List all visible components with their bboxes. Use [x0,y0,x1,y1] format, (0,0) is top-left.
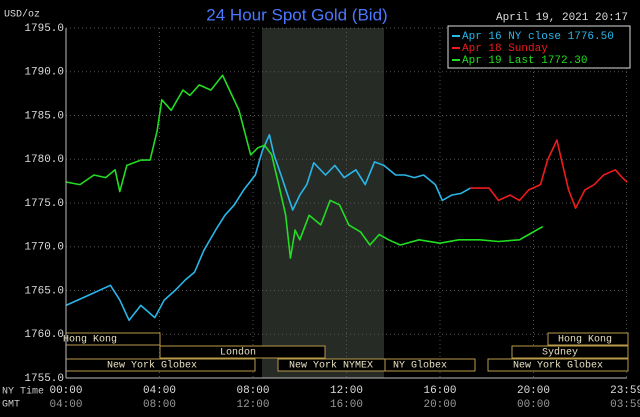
gmt-tick-label: 20:00 [423,399,456,411]
session-bar [547,332,629,346]
legend-label: Apr 18 Sunday [462,43,548,55]
gmt-tick-label: 04:00 [49,399,82,411]
series-line [470,139,628,209]
session-label: Hong Kong [558,335,612,346]
x-tick-label: 08:00 [236,385,269,397]
x-tick-label: 23:59 [610,385,640,397]
session-label: New York Globex [513,360,603,372]
y-tick-label: 1755.0 [24,373,64,385]
session-bar [384,358,476,372]
y-tick-label: 1760.0 [24,329,64,341]
y-tick-label: 1785.0 [24,110,64,122]
x-tick-label: 00:00 [49,385,82,397]
date-label: April 19, 2021 20:17 [496,12,628,24]
session-label: New York NYMEX [289,360,373,372]
y-tick-label: 1765.0 [24,285,64,297]
y-tick-label: 1790.0 [24,67,64,79]
series-line [65,134,471,322]
gmt-tick-label: 00:00 [517,399,550,411]
gmt-tick-label: 08:00 [143,399,176,411]
session-label: Hong Kong [63,335,117,346]
gmt-tick-label: 12:00 [236,399,269,411]
session-label: NY Globex [393,360,447,372]
x-tick-label: 20:00 [517,385,550,397]
axes: 1755.0 1760.0 1765.0 1770.0 1775.0 1780.0 1785… [24,23,640,411]
x-tick-label: 12:00 [330,385,363,397]
y-tick-label: 1775.0 [24,198,64,210]
y-axis-label: USD/oz [4,9,40,21]
legend-label: Apr 16 NY close 1776.50 [462,31,614,43]
x2-axis-label: GMT [2,400,20,411]
x-tick-label: 16:00 [423,385,456,397]
session-label: Sydney [542,347,578,359]
y-tick-label: 1780.0 [24,154,64,166]
legend-label: Apr 19 Last 1772.30 [462,55,587,67]
x-tick-label: 04:00 [143,385,176,397]
session-label: London [220,347,256,359]
gmt-tick-label: 03:59 [610,399,640,411]
session-bar [159,345,326,359]
y-tick-label: 1795.0 [24,23,64,35]
gmt-tick-label: 16:00 [330,399,363,411]
session-bar [511,345,629,359]
session-bar [487,358,629,372]
series-line [65,74,544,259]
session-label: New York Globex [107,360,197,372]
lines [65,74,628,322]
legend-box [447,25,631,69]
chart-title: 24 Hour Spot Gold (Bid) [206,5,387,24]
sessions: Hong Kong London New York Globex New York N… [63,332,629,372]
x-axis-label: NY Time [2,386,44,398]
y-tick-label: 1770.0 [24,242,64,254]
